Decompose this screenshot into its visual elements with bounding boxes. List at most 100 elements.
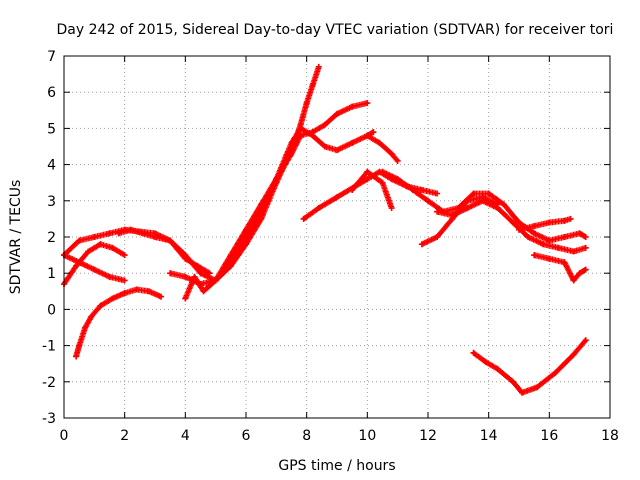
series-trail	[531, 252, 588, 284]
data-point	[509, 219, 516, 226]
data-point	[349, 186, 356, 193]
series-trail	[115, 65, 322, 284]
data-point	[509, 378, 516, 385]
y-tick-label: 2	[47, 230, 56, 246]
data-point	[212, 277, 219, 284]
data-point	[121, 290, 128, 297]
data-point	[182, 273, 189, 280]
series-trail	[379, 168, 588, 244]
series-arc-o	[531, 252, 589, 284]
data-point	[315, 205, 322, 212]
data-point	[297, 125, 304, 132]
data-point	[191, 273, 198, 280]
data-point	[321, 121, 328, 128]
data-point	[376, 139, 383, 146]
data-point	[139, 230, 146, 237]
series-arc-h	[364, 132, 401, 164]
data-point	[540, 241, 547, 248]
data-point	[273, 176, 280, 183]
data-point	[582, 234, 589, 240]
data-point	[349, 103, 356, 110]
series-arc-e	[115, 63, 322, 284]
y-tick-label: -3	[42, 411, 56, 427]
data-point	[300, 215, 307, 222]
data-point	[85, 248, 92, 255]
data-point	[516, 219, 522, 226]
data-point	[394, 157, 401, 164]
series-trail	[364, 132, 400, 163]
x-tick-label: 14	[480, 428, 498, 444]
data-point	[418, 186, 425, 193]
y-tick-label: 4	[47, 158, 56, 174]
data-point	[127, 226, 134, 233]
data-point	[303, 100, 310, 107]
data-point	[115, 230, 122, 237]
data-point	[561, 259, 568, 266]
series-arc-j	[349, 168, 395, 212]
data-point	[76, 237, 83, 244]
series-trail	[73, 286, 163, 360]
series-arc-m	[434, 197, 589, 255]
data-point	[97, 302, 104, 309]
data-point	[76, 259, 83, 266]
data-point	[82, 324, 89, 331]
data-point	[561, 217, 568, 224]
data-point	[582, 244, 589, 251]
series-arc-f	[167, 125, 377, 288]
data-point	[519, 389, 526, 396]
data-point	[470, 349, 477, 356]
data-point	[479, 197, 486, 204]
data-point	[91, 266, 98, 273]
data-point	[121, 252, 128, 259]
data-point	[297, 132, 304, 139]
data-point	[500, 201, 507, 208]
data-point	[288, 150, 295, 157]
x-tick-label: 8	[302, 428, 311, 444]
data-point	[531, 223, 538, 230]
data-point	[494, 205, 501, 212]
y-tick-label: 6	[47, 85, 56, 101]
y-axis-label: SDTVAR / TECUs	[8, 180, 24, 295]
data-point	[109, 244, 116, 251]
data-point	[576, 230, 583, 237]
data-point	[334, 147, 340, 154]
series-arc-n	[516, 215, 574, 233]
data-point	[470, 190, 477, 197]
chart-title: Day 242 of 2015, Sidereal Day-to-day VTE…	[57, 22, 614, 38]
x-tick-label: 16	[540, 428, 558, 444]
data-point	[145, 288, 152, 295]
data-point	[546, 237, 553, 244]
data-point	[288, 139, 295, 146]
data-point	[516, 226, 522, 233]
data-point	[109, 295, 116, 302]
data-point	[364, 176, 371, 183]
data-point	[106, 230, 113, 237]
data-point	[121, 277, 128, 284]
x-axis-label: GPS time / hours	[278, 458, 395, 474]
data-point	[200, 288, 207, 295]
data-point	[485, 190, 492, 197]
data-point	[425, 197, 431, 204]
y-tick-label: 5	[47, 121, 56, 137]
data-point	[364, 132, 371, 139]
series-arc-k	[379, 168, 589, 244]
data-point	[482, 358, 489, 365]
data-point	[582, 337, 589, 344]
data-point	[334, 110, 340, 117]
data-point	[531, 252, 538, 259]
data-point	[449, 212, 456, 219]
data-point	[394, 176, 401, 183]
data-point	[364, 168, 371, 175]
data-point	[334, 194, 340, 201]
data-point	[364, 100, 371, 107]
data-point	[494, 366, 501, 373]
x-tick-label: 12	[419, 428, 437, 444]
series-trail	[167, 125, 376, 288]
data-point	[379, 179, 386, 186]
data-point	[152, 234, 158, 240]
data-point	[570, 248, 577, 255]
data-point	[531, 230, 538, 237]
data-point	[349, 139, 356, 146]
data-point	[227, 252, 234, 259]
data-point	[243, 226, 249, 233]
